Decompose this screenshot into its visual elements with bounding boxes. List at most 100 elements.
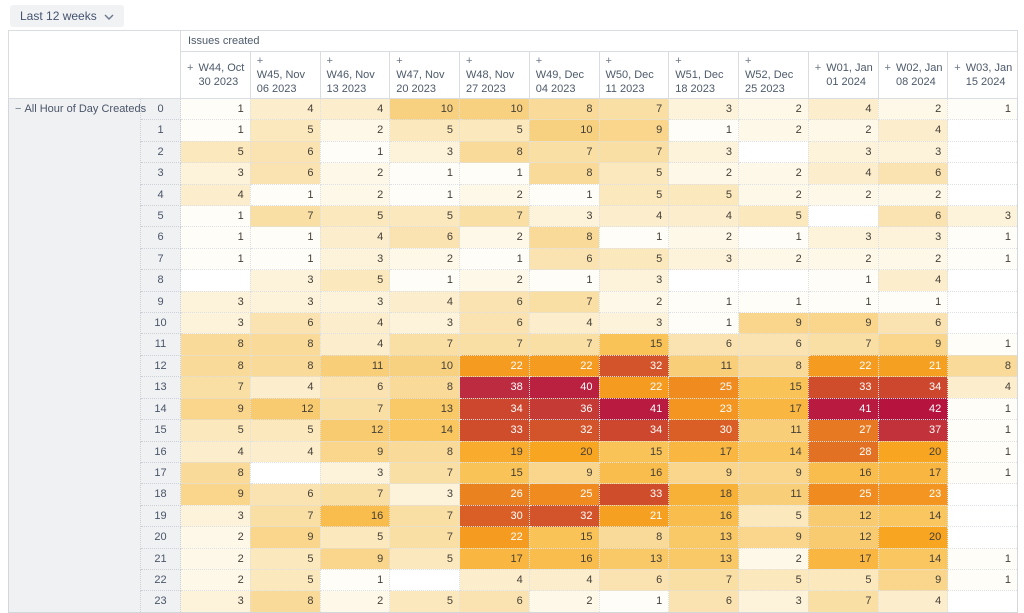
heatmap-cell[interactable]: 9 bbox=[668, 461, 739, 485]
heatmap-cell[interactable]: 7 bbox=[389, 504, 460, 528]
column-header-5[interactable]: + W49, Dec 04 2023 bbox=[528, 51, 600, 99]
heatmap-cell[interactable]: 12 bbox=[249, 397, 321, 421]
heatmap-cell[interactable]: 13 bbox=[668, 526, 739, 549]
heatmap-cell[interactable]: 2 bbox=[877, 97, 949, 121]
heatmap-cell[interactable]: 3 bbox=[947, 205, 1018, 228]
heatmap-cell[interactable]: 2 bbox=[877, 247, 949, 271]
heatmap-cell[interactable]: 8 bbox=[180, 333, 251, 356]
expand-icon[interactable]: + bbox=[605, 55, 612, 67]
heatmap-cell[interactable]: 9 bbox=[180, 397, 251, 421]
expand-icon[interactable]: + bbox=[396, 55, 403, 67]
heatmap-cell[interactable]: 4 bbox=[877, 269, 949, 292]
heatmap-cell[interactable]: 14 bbox=[877, 547, 949, 570]
heatmap-cell[interactable]: 2 bbox=[668, 162, 739, 185]
heatmap-cell[interactable]: 8 bbox=[389, 376, 460, 399]
heatmap-cell[interactable]: 8 bbox=[180, 354, 251, 378]
heatmap-cell[interactable]: 1 bbox=[249, 226, 321, 249]
heatmap-cell[interactable]: 4 bbox=[180, 183, 251, 207]
heatmap-cell[interactable]: 8 bbox=[389, 440, 460, 463]
heatmap-cell[interactable]: 13 bbox=[389, 397, 460, 421]
heatmap-cell[interactable]: 3 bbox=[180, 312, 251, 335]
heatmap-cell[interactable]: 8 bbox=[947, 354, 1018, 378]
heatmap-cell[interactable]: 11 bbox=[738, 483, 809, 506]
heatmap-cell[interactable]: 1 bbox=[947, 547, 1018, 570]
heatmap-cell[interactable]: 4 bbox=[807, 97, 879, 121]
heatmap-cell[interactable]: 4 bbox=[389, 290, 460, 314]
heatmap-cell[interactable]: 2 bbox=[319, 183, 391, 207]
heatmap-cell[interactable]: 8 bbox=[459, 140, 530, 164]
heatmap-cell[interactable]: 10 bbox=[459, 97, 530, 121]
heatmap-cell[interactable]: 1 bbox=[249, 247, 321, 271]
heatmap-cell[interactable]: 9 bbox=[180, 483, 251, 506]
heatmap-cell[interactable]: 22 bbox=[807, 354, 879, 378]
heatmap-cell[interactable]: 1 bbox=[459, 162, 530, 185]
heatmap-cell[interactable]: 7 bbox=[528, 140, 600, 164]
heatmap-cell[interactable]: 2 bbox=[528, 590, 600, 613]
heatmap-cell[interactable]: 8 bbox=[528, 97, 600, 121]
heatmap-cell[interactable]: 7 bbox=[319, 483, 391, 506]
heatmap-cell[interactable]: 21 bbox=[877, 354, 949, 378]
heatmap-cell[interactable]: 6 bbox=[877, 312, 949, 335]
collapse-icon[interactable]: − bbox=[15, 103, 22, 115]
heatmap-cell[interactable]: 5 bbox=[249, 568, 321, 592]
heatmap-cell[interactable]: 4 bbox=[249, 440, 321, 463]
heatmap-cell[interactable]: 1 bbox=[668, 119, 739, 142]
heatmap-cell[interactable]: 2 bbox=[738, 247, 809, 271]
heatmap-cell[interactable]: 22 bbox=[459, 526, 530, 549]
heatmap-cell[interactable]: 14 bbox=[738, 440, 809, 463]
heatmap-cell[interactable]: 25 bbox=[668, 376, 739, 399]
expand-icon[interactable]: + bbox=[884, 62, 891, 74]
expand-icon[interactable]: + bbox=[814, 62, 822, 74]
heatmap-cell[interactable]: 33 bbox=[459, 419, 530, 442]
expand-icon[interactable]: + bbox=[326, 55, 333, 67]
column-header-7[interactable]: + W51, Dec 18 2023 bbox=[668, 51, 739, 99]
heatmap-cell[interactable]: 5 bbox=[319, 526, 391, 549]
heatmap-cell[interactable]: 1 bbox=[180, 205, 251, 228]
heatmap-cell[interactable]: 3 bbox=[389, 140, 460, 164]
heatmap-cell[interactable]: 8 bbox=[249, 590, 321, 613]
heatmap-cell[interactable]: 3 bbox=[249, 290, 321, 314]
heatmap-cell[interactable]: 36 bbox=[528, 397, 600, 421]
heatmap-cell[interactable] bbox=[807, 205, 879, 228]
heatmap-cell[interactable]: 8 bbox=[598, 526, 670, 549]
heatmap-cell[interactable]: 1 bbox=[738, 226, 809, 249]
heatmap-cell[interactable]: 7 bbox=[598, 140, 670, 164]
heatmap-cell[interactable]: 10 bbox=[389, 354, 460, 378]
column-header-11[interactable]: + W03, Jan 15 2024 bbox=[947, 51, 1018, 99]
heatmap-cell[interactable]: 8 bbox=[249, 333, 321, 356]
heatmap-cell[interactable]: 25 bbox=[807, 483, 879, 506]
heatmap-cell[interactable]: 32 bbox=[528, 419, 600, 442]
heatmap-cell[interactable]: 20 bbox=[877, 440, 949, 463]
column-header-0[interactable]: + W44, Oct 30 2023 bbox=[180, 51, 251, 99]
heatmap-cell[interactable] bbox=[668, 269, 739, 292]
column-header-2[interactable]: + W46, Nov 13 2023 bbox=[319, 51, 391, 99]
heatmap-cell[interactable]: 2 bbox=[738, 119, 809, 142]
heatmap-cell[interactable]: 12 bbox=[319, 419, 391, 442]
heatmap-cell[interactable]: 2 bbox=[459, 183, 530, 207]
heatmap-cell[interactable]: 4 bbox=[249, 376, 321, 399]
heatmap-cell[interactable]: 5 bbox=[180, 140, 251, 164]
heatmap-cell[interactable]: 1 bbox=[180, 247, 251, 271]
heatmap-cell[interactable]: 1 bbox=[668, 312, 739, 335]
heatmap-cell[interactable]: 16 bbox=[528, 547, 600, 570]
heatmap-cell[interactable]: 3 bbox=[389, 312, 460, 335]
column-header-4[interactable]: + W48, Nov 27 2023 bbox=[459, 51, 530, 99]
heatmap-cell[interactable]: 5 bbox=[738, 205, 809, 228]
heatmap-cell[interactable]: 9 bbox=[598, 119, 670, 142]
heatmap-cell[interactable]: 15 bbox=[459, 461, 530, 485]
heatmap-cell[interactable]: 1 bbox=[528, 269, 600, 292]
heatmap-cell[interactable]: 5 bbox=[319, 269, 391, 292]
heatmap-cell[interactable]: 2 bbox=[807, 247, 879, 271]
heatmap-cell[interactable]: 7 bbox=[528, 333, 600, 356]
heatmap-cell[interactable]: 16 bbox=[319, 504, 391, 528]
heatmap-cell[interactable]: 3 bbox=[249, 269, 321, 292]
heatmap-cell[interactable]: 1 bbox=[528, 183, 600, 207]
heatmap-cell[interactable]: 6 bbox=[389, 226, 460, 249]
heatmap-cell[interactable]: 10 bbox=[389, 97, 460, 121]
heatmap-cell[interactable]: 4 bbox=[528, 312, 600, 335]
heatmap-cell[interactable]: 1 bbox=[319, 140, 391, 164]
heatmap-cell[interactable]: 41 bbox=[598, 397, 670, 421]
heatmap-cell[interactable]: 5 bbox=[389, 119, 460, 142]
heatmap-cell[interactable]: 3 bbox=[319, 461, 391, 485]
heatmap-cell[interactable]: 9 bbox=[528, 461, 600, 485]
